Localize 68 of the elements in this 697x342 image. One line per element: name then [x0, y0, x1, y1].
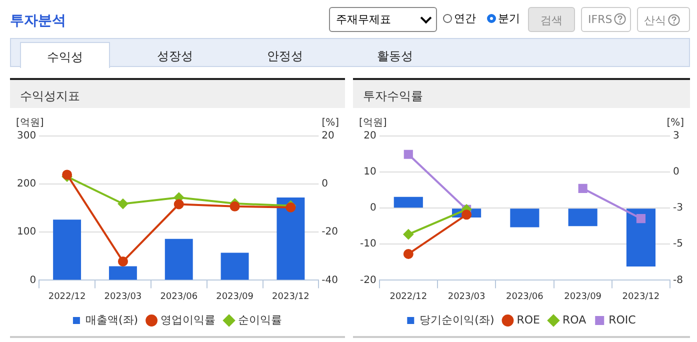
text: 수익성	[20, 42, 110, 68]
bar	[108, 266, 137, 280]
chart-title: 수익성지표	[10, 78, 345, 108]
x-tick-label: 2023/06	[160, 292, 198, 302]
y2-axis-title: [%]	[322, 118, 340, 129]
y-tick-label: -20	[360, 274, 376, 286]
legend-label: 당기순이익(좌)	[420, 313, 494, 326]
y-tick-label: 10	[364, 166, 376, 178]
bar	[53, 220, 82, 280]
bar	[276, 198, 305, 280]
y2-axis-title: [%]	[666, 118, 684, 129]
text: 분기	[497, 11, 520, 26]
point	[230, 201, 240, 212]
y-tick-label: 0	[370, 202, 376, 214]
text: 투자분석	[10, 12, 66, 30]
bar	[164, 238, 193, 280]
y-tick-label: 200	[16, 178, 36, 190]
y2-tick-label: -8	[673, 274, 684, 286]
legend-label: ROE	[516, 313, 540, 326]
point	[118, 256, 128, 266]
text: 활동성	[376, 48, 414, 65]
y-tick-label: -10	[360, 238, 376, 250]
y2-tick-label: 0	[322, 178, 328, 190]
text: 검색	[528, 7, 575, 32]
y2-tick-label: 3	[673, 130, 680, 142]
y-tick-label: 20	[364, 130, 376, 142]
text: 산식	[637, 7, 690, 32]
dropdown: 주재무제표	[329, 7, 437, 32]
y-axis-title: [억원]	[359, 118, 387, 129]
point	[62, 170, 72, 180]
y2-tick-label: 20	[322, 130, 334, 142]
y2-tick-label: 0	[673, 166, 680, 178]
y2-tick-label: -20	[322, 226, 338, 238]
x-tick-label: 2023/06	[506, 292, 544, 302]
x-tick-label: 2023/12	[622, 292, 660, 302]
point	[636, 214, 646, 224]
point	[403, 248, 414, 259]
y2-tick-label: -3	[673, 202, 684, 214]
legend-label: 매출액(좌)	[85, 313, 138, 326]
text: 성장성	[156, 48, 194, 65]
x-tick-label: 2023/09	[564, 292, 602, 302]
text: IFRS	[581, 7, 631, 32]
x-tick-label: 2022/12	[390, 292, 428, 302]
text: 안정성	[266, 48, 304, 65]
point	[462, 210, 472, 220]
x-tick-label: 2023/03	[104, 292, 142, 302]
y-axis-title: [억원]	[16, 118, 44, 129]
legend-label: ROA	[562, 313, 587, 326]
x-tick-label: 2023/12	[272, 292, 310, 302]
legend-label: ROIC	[608, 313, 636, 326]
x-tick-label: 2023/09	[216, 292, 254, 302]
y2-tick-label: -5	[673, 238, 684, 250]
y2-tick-label: -40	[322, 274, 338, 286]
y-tick-label: 0	[30, 274, 36, 286]
y-tick-label: 300	[16, 130, 36, 142]
legend-label: 영업이익률	[160, 313, 216, 326]
chart-title: 투자수익률	[353, 78, 690, 108]
point	[404, 150, 413, 159]
point	[578, 184, 588, 193]
text: 연간	[453, 11, 476, 26]
bar	[220, 252, 249, 280]
point	[174, 199, 184, 210]
x-tick-label: 2023/03	[448, 292, 486, 302]
point	[118, 198, 128, 209]
legend-label: 순이익률	[238, 313, 282, 326]
x-tick-label: 2022/12	[48, 292, 86, 302]
y-tick-label: 100	[16, 226, 36, 238]
point	[403, 229, 414, 240]
